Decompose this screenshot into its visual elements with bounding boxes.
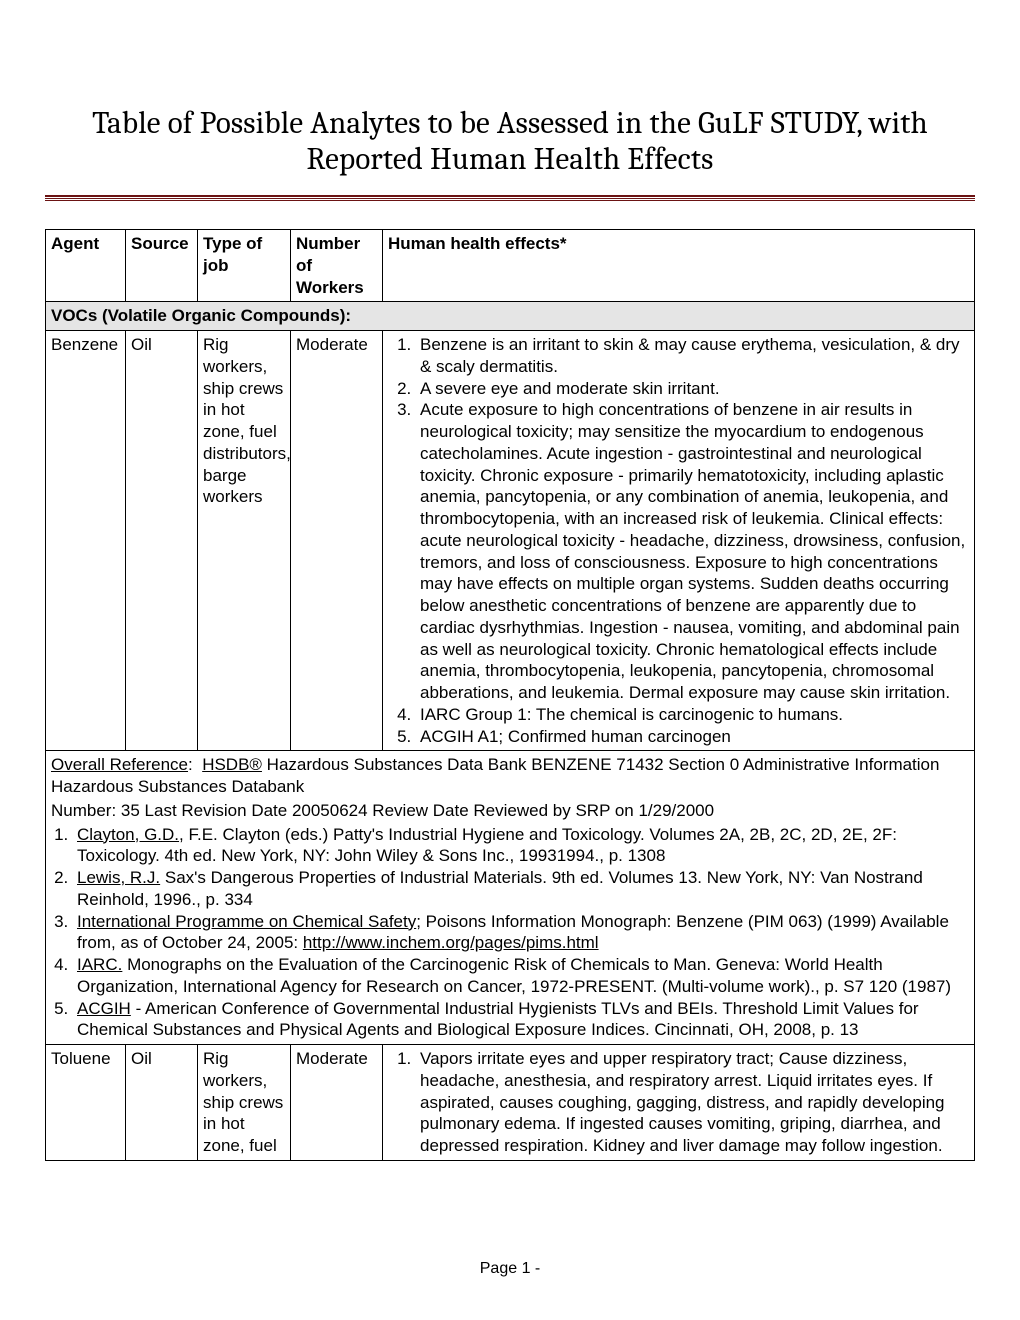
- col-header-effects: Human health effects*: [383, 230, 975, 302]
- cell-job: Rig workers, ship crews in hot zone, fue…: [198, 331, 291, 751]
- cell-job: Rig workers, ship crews in hot zone, fue…: [198, 1045, 291, 1161]
- effect-item: ACGIH A1; Confirmed human carcinogen: [416, 726, 969, 748]
- page-title: Table of Possible Analytes to be Assesse…: [45, 105, 975, 177]
- reference-cell: Overall Reference: HSDB® Hazardous Subst…: [46, 751, 975, 1045]
- cell-agent: Benzene: [46, 331, 126, 751]
- section-row-vocs: VOCs (Volatile Organic Compounds):: [46, 302, 975, 331]
- reference-url: http://www.inchem.org/pages/pims.html: [303, 933, 599, 952]
- reference-author: IARC.: [77, 955, 122, 974]
- reference-author: ACGIH: [77, 999, 131, 1018]
- col-header-agent: Agent: [46, 230, 126, 302]
- cell-effects: Vapors irritate eyes and upper respirato…: [383, 1045, 975, 1161]
- analytes-table: Agent Source Type of job Number of Worke…: [45, 229, 975, 1161]
- cell-workers: Moderate: [291, 331, 383, 751]
- col-header-source: Source: [126, 230, 198, 302]
- col-header-workers: Number of Workers: [291, 230, 383, 302]
- title-rule: [45, 195, 975, 201]
- table-row-toluene: Toluene Oil Rig workers, ship crews in h…: [46, 1045, 975, 1161]
- section-header: VOCs (Volatile Organic Compounds):: [46, 302, 975, 331]
- reference-overall: Overall Reference: HSDB® Hazardous Subst…: [51, 754, 969, 798]
- reference-item: Clayton, G.D., F.E. Clayton (eds.) Patty…: [73, 824, 969, 868]
- cell-source: Oil: [126, 1045, 198, 1161]
- reference-author: Lewis, R.J.: [77, 868, 160, 887]
- effect-item: IARC Group 1: The chemical is carcinogen…: [416, 704, 969, 726]
- page: Table of Possible Analytes to be Assesse…: [0, 0, 1020, 1320]
- reference-overall-line2: Number: 35 Last Revision Date 20050624 R…: [51, 800, 969, 822]
- reference-author: Clayton, G.D.: [77, 825, 179, 844]
- reference-item: Lewis, R.J. Sax's Dangerous Properties o…: [73, 867, 969, 911]
- page-footer: Page 1 -: [0, 1260, 1020, 1278]
- table-row-benzene-reference: Overall Reference: HSDB® Hazardous Subst…: [46, 751, 975, 1045]
- reference-text: Monographs on the Evaluation of the Carc…: [77, 955, 951, 996]
- reference-text: Sax's Dangerous Properties of Industrial…: [77, 868, 923, 909]
- effect-item: Vapors irritate eyes and upper respirato…: [416, 1048, 969, 1157]
- effects-list: Vapors irritate eyes and upper respirato…: [388, 1048, 969, 1157]
- reference-list: Clayton, G.D., F.E. Clayton (eds.) Patty…: [51, 824, 969, 1042]
- cell-source: Oil: [126, 331, 198, 751]
- reference-item: IARC. Monographs on the Evaluation of th…: [73, 954, 969, 998]
- table-header-row: Agent Source Type of job Number of Worke…: [46, 230, 975, 302]
- reference-overall-label: Overall Reference: [51, 755, 188, 774]
- reference-item: ACGIH - American Conference of Governmen…: [73, 998, 969, 1042]
- effects-list: Benzene is an irritant to skin & may cau…: [388, 334, 969, 747]
- cell-agent: Toluene: [46, 1045, 126, 1161]
- table-row-benzene: Benzene Oil Rig workers, ship crews in h…: [46, 331, 975, 751]
- reference-overall-source: HSDB®: [202, 755, 262, 774]
- reference-text: , F.E. Clayton (eds.) Patty's Industrial…: [77, 825, 897, 866]
- reference-author: International Programme on Chemical Safe…: [77, 912, 416, 931]
- reference-text: - American Conference of Governmental In…: [77, 999, 919, 1040]
- col-header-job: Type of job: [198, 230, 291, 302]
- effect-item: Acute exposure to high concentrations of…: [416, 399, 969, 704]
- effect-item: Benzene is an irritant to skin & may cau…: [416, 334, 969, 378]
- cell-workers: Moderate: [291, 1045, 383, 1161]
- reference-item: International Programme on Chemical Safe…: [73, 911, 969, 955]
- cell-effects: Benzene is an irritant to skin & may cau…: [383, 331, 975, 751]
- effect-item: A severe eye and moderate skin irritant.: [416, 378, 969, 400]
